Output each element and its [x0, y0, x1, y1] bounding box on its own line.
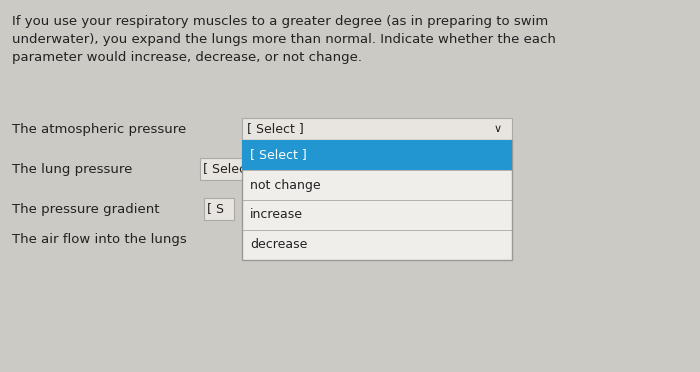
Text: [ Select ]: [ Select ] — [250, 148, 307, 161]
Text: The lung pressure: The lung pressure — [12, 164, 132, 176]
Text: If you use your respiratory muscles to a greater degree (as in preparing to swim: If you use your respiratory muscles to a… — [12, 15, 548, 28]
Text: underwater), you expand the lungs more than normal. Indicate whether the each: underwater), you expand the lungs more t… — [12, 33, 556, 46]
Bar — [242, 140, 512, 260]
Bar — [200, 158, 275, 180]
Text: parameter would increase, decrease, or not change.: parameter would increase, decrease, or n… — [12, 51, 362, 64]
Bar — [204, 198, 234, 220]
Text: The pressure gradient: The pressure gradient — [12, 203, 160, 217]
Text: ∨: ∨ — [494, 124, 502, 134]
Text: The atmospheric pressure: The atmospheric pressure — [12, 124, 186, 137]
Bar — [242, 140, 512, 170]
Text: increase: increase — [250, 208, 303, 221]
Text: The air flow into the lungs: The air flow into the lungs — [12, 232, 187, 246]
Text: [ Select ]: [ Select ] — [247, 122, 304, 135]
Bar — [242, 118, 512, 140]
Text: not change: not change — [250, 179, 321, 192]
Text: decrease: decrease — [250, 238, 307, 251]
Text: [ Select: [ Select — [203, 163, 251, 176]
Text: [ S: [ S — [207, 202, 224, 215]
